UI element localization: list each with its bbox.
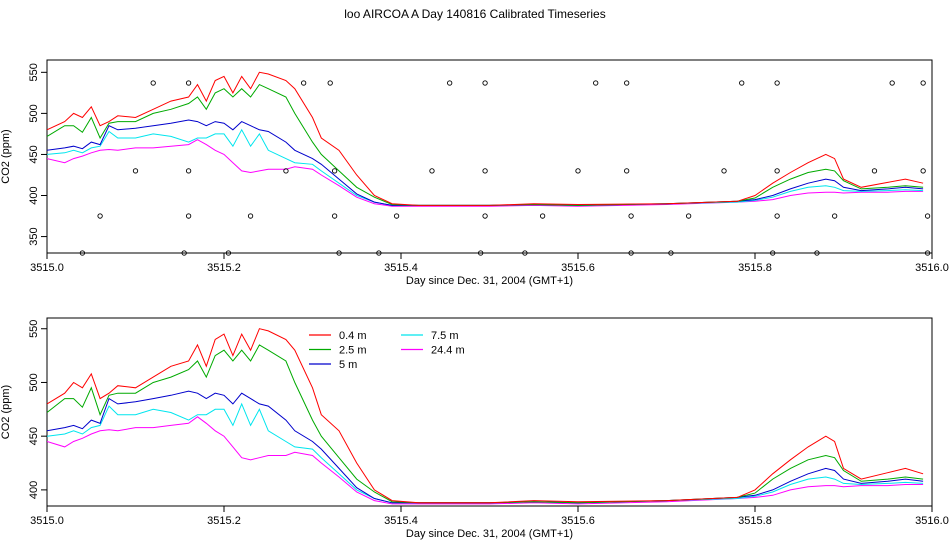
cycle-marker-point <box>447 80 453 86</box>
cycle-marker-point <box>924 250 931 256</box>
cycle-marker-point <box>721 168 727 174</box>
cycle-marker-point <box>331 213 338 219</box>
y-tick-label: 400 <box>28 186 40 204</box>
chart-bottom-with-legend: 3515.0 3515.2 3515.4 3515.6 3515.8 3516.0 400 4… <box>0 317 949 540</box>
y-tick-label: 350 <box>28 227 40 245</box>
x-tick-label: 3515.8 <box>738 515 772 527</box>
chart-top-all-heights: 3515.0 3515.2 3515.4 3515.6 3515.8 3516.0 350 4… <box>0 59 949 287</box>
cycle-marker-point <box>628 250 634 256</box>
cycle-marker-point <box>331 168 338 174</box>
cycle-marker-point <box>522 250 528 256</box>
cycle-marker-point <box>624 80 630 86</box>
cycle-marker-point <box>482 213 488 219</box>
y-tick-label: 400 <box>28 481 40 499</box>
cycle-marker-point <box>482 168 488 174</box>
cycle-marker-point <box>79 250 86 256</box>
cycle-marker-point <box>393 213 400 219</box>
series-line-2-5-m <box>47 83 924 206</box>
cycle-marker-point <box>871 168 878 174</box>
x-tick-label: 3515.0 <box>30 515 64 527</box>
cycle-marker-point <box>181 250 187 256</box>
y-axis-label: CO2 (ppm) <box>0 385 12 439</box>
plot-frame <box>46 59 933 254</box>
cycle-marker-point <box>628 213 634 219</box>
cycle-marker-point <box>924 213 931 219</box>
y-tick-label: 500 <box>28 373 40 391</box>
cycle-marker-point <box>624 168 630 174</box>
cycle-marker-point <box>336 250 342 256</box>
legend-label: 7.5 m <box>431 330 459 342</box>
cycle-marker-point <box>593 80 599 86</box>
cycle-marker-point <box>814 250 820 256</box>
cycle-marker-point <box>920 168 926 174</box>
cycle-marker-point <box>185 168 192 174</box>
cycle-marker-point <box>920 80 926 86</box>
cycle-marker-point <box>668 250 674 256</box>
series-line-0-4-m <box>47 328 924 504</box>
cycle-marker-point <box>97 213 103 219</box>
legend-label: 0.4 m <box>339 330 367 342</box>
x-tick-label: 3516.0 <box>915 262 949 274</box>
cycle-marker-point <box>376 250 382 256</box>
series-line-5-m <box>47 119 924 206</box>
y-tick-label: 450 <box>28 427 40 445</box>
x-tick-label: 3515.2 <box>207 515 241 527</box>
x-tick-label: 3516.0 <box>915 515 949 527</box>
series-line-5-m <box>47 390 924 504</box>
y-tick-label: 450 <box>28 145 40 163</box>
cycle-marker-point <box>429 168 435 174</box>
cycle-marker-point <box>477 250 484 256</box>
cycle-marker-point <box>185 213 192 219</box>
cycle-marker-point <box>889 80 895 86</box>
cycle-marker-point <box>539 213 546 219</box>
x-axis-label: Day since Dec. 31, 2004 (GMT+1) <box>406 528 573 540</box>
series-line-24-4-m <box>47 416 924 505</box>
cycle-marker-point <box>150 80 156 86</box>
x-tick-label: 3515.4 <box>384 262 418 274</box>
series-line-7-5-m <box>47 402 924 504</box>
cycle-marker-point <box>575 168 581 174</box>
cycle-marker-point <box>132 168 139 174</box>
series-line-24-4-m <box>47 139 924 207</box>
cycle-marker-point <box>247 213 254 219</box>
x-tick-label: 3515.6 <box>561 515 595 527</box>
cycle-marker-point <box>283 168 289 174</box>
cycle-marker-point <box>739 80 745 86</box>
series-line-2-5-m <box>47 344 924 504</box>
series-line-0-4-m <box>47 71 924 206</box>
y-tick-label: 550 <box>28 63 40 81</box>
x-tick-label: 3515.0 <box>30 262 64 274</box>
cycle-marker-point <box>327 80 333 86</box>
series-line-7-5-m <box>47 128 924 206</box>
cycle-marker-point <box>482 80 488 86</box>
cycle-marker-point <box>774 213 780 219</box>
cycle-marker-point <box>774 80 780 86</box>
x-tick-label: 3515.4 <box>384 515 418 527</box>
y-tick-label: 500 <box>28 104 40 122</box>
page-title: loo AIRCOA A Day 140816 Calibrated Times… <box>344 7 606 21</box>
legend-label: 5 m <box>339 359 357 371</box>
cycle-marker-point <box>774 168 780 174</box>
legend-label: 2.5 m <box>339 345 367 357</box>
y-axis-label: CO2 (ppm) <box>0 129 12 183</box>
cycle-marker-point <box>832 213 838 219</box>
y-tick-label: 550 <box>28 320 40 338</box>
x-tick-label: 3515.8 <box>738 262 772 274</box>
x-axis-label: Day since Dec. 31, 2004 (GMT+1) <box>406 275 573 287</box>
cycle-marker-point <box>185 80 192 86</box>
cycle-marker-point <box>300 80 307 86</box>
cycle-marker-point <box>685 213 692 219</box>
x-tick-label: 3515.2 <box>207 262 241 274</box>
x-tick-label: 3515.6 <box>561 262 595 274</box>
cycle-marker-point <box>770 250 776 256</box>
cycle-marker-point <box>225 250 232 256</box>
legend-label: 24.4 m <box>431 345 465 357</box>
